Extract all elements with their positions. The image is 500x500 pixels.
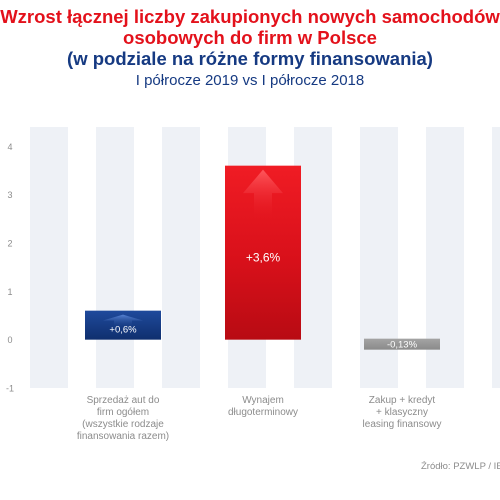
title-line-1: Wzrost łącznej liczby zakupionych nowych… bbox=[0, 6, 500, 27]
category-label-line: (wszystkie rodzaje bbox=[82, 419, 164, 430]
category-label-line: Zakup + kredyt bbox=[368, 395, 436, 406]
up-arrow-icon bbox=[243, 169, 283, 222]
bar-value-label: +0,6% bbox=[109, 325, 137, 336]
bg-stripe bbox=[30, 127, 68, 388]
y-tick-label: 3 bbox=[7, 190, 12, 200]
y-axis-ticks: -1 0 1 2 3 4 bbox=[6, 142, 14, 394]
category-label-line: długoterminowy bbox=[227, 407, 299, 418]
chart-subtitle: I półrocze 2019 vs I półrocze 2018 bbox=[135, 72, 365, 89]
source-note: Źródło: PZWLP / IE bbox=[421, 461, 500, 472]
chart-title: Wzrost łącznej liczby zakupionych nowych… bbox=[0, 6, 500, 90]
category-label-line: leasing finansowy bbox=[362, 419, 442, 430]
bg-stripe bbox=[162, 127, 200, 388]
y-tick-label: 1 bbox=[7, 287, 12, 297]
bg-stripe bbox=[492, 127, 500, 388]
category-label-line: Sprzedaż aut do bbox=[86, 395, 160, 406]
title-line-2: osobowych do firm w Polsce bbox=[123, 27, 377, 48]
title-line-3: (w podziale na różne formy finansowania) bbox=[67, 48, 433, 69]
y-tick-label: 4 bbox=[7, 142, 12, 152]
category-label-line: Wynajem bbox=[242, 395, 284, 406]
category-label: Zakup + kredyt + klasyczny leasing finanso… bbox=[342, 395, 462, 431]
y-tick-label: 0 bbox=[7, 335, 12, 345]
category-label: Sprzedaż aut do firm ogółem (wszystkie rod… bbox=[63, 395, 183, 443]
bar bbox=[364, 338, 440, 350]
category-label-line: finansowania razem) bbox=[76, 431, 170, 442]
bg-stripe bbox=[96, 127, 134, 388]
y-tick-label: 2 bbox=[7, 239, 12, 249]
bars: +0,6% +3,6% -0,13% bbox=[85, 165, 440, 351]
category-label-line: + klasyczny bbox=[376, 407, 428, 418]
bar-value-label: +3,6% bbox=[246, 250, 281, 264]
up-arrow-icon bbox=[103, 314, 143, 328]
y-tick-label: -1 bbox=[6, 384, 14, 394]
bar-value-label: -0,13% bbox=[387, 340, 418, 351]
category-label-line: firm ogółem bbox=[96, 407, 150, 418]
category-label: Wynajem długoterminowy bbox=[203, 395, 323, 419]
